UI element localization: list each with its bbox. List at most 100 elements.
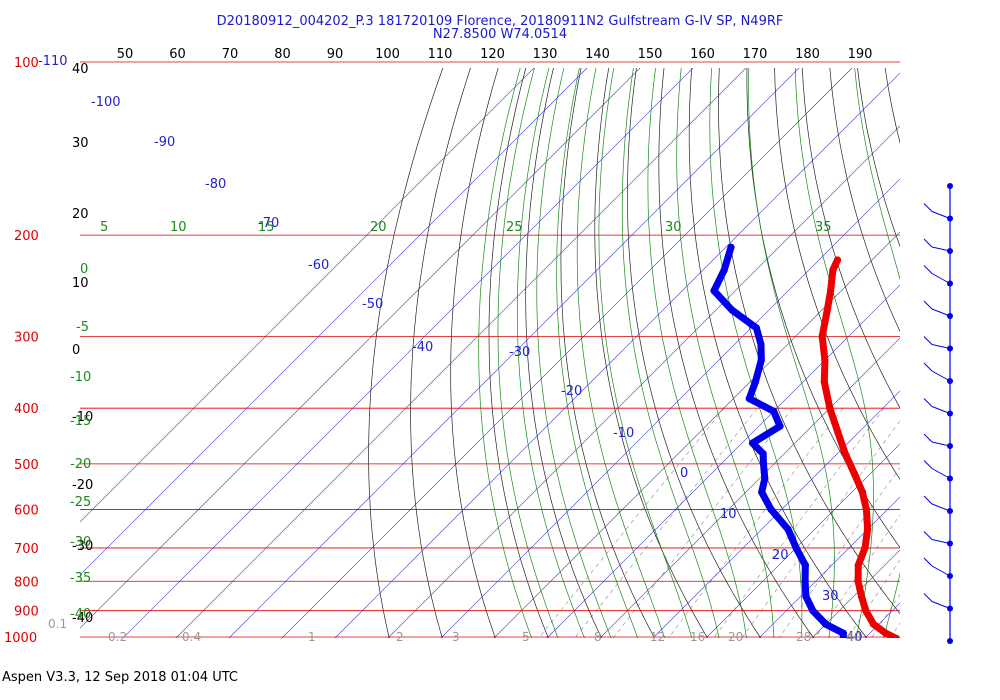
height-label: -40 bbox=[72, 611, 93, 626]
wind-barb bbox=[931, 370, 951, 382]
wind-barb bbox=[931, 601, 951, 609]
height-label: 30 bbox=[72, 136, 89, 151]
moist-adiabat bbox=[536, 68, 612, 638]
isotherm-label: -80 bbox=[205, 177, 226, 192]
theta-e-label: 30 bbox=[665, 220, 682, 235]
theta-e-label: 25 bbox=[506, 220, 523, 235]
dewpoint-point bbox=[839, 634, 847, 638]
dry-adiabat bbox=[857, 68, 900, 248]
moist-adiabat bbox=[621, 68, 720, 638]
isotherm-line bbox=[80, 68, 588, 576]
isotherm-label: -60 bbox=[308, 258, 329, 273]
isotherm-label: 30 bbox=[822, 589, 839, 604]
temperature-point bbox=[854, 561, 862, 569]
dewpoint-point bbox=[801, 577, 809, 585]
isotherm-line bbox=[758, 496, 900, 638]
isotherm-line bbox=[960, 6, 1000, 649]
mixing-ratio-line bbox=[574, 407, 758, 638]
isotherm-label: -40 bbox=[412, 340, 433, 355]
wind-barb bbox=[931, 211, 951, 219]
mixing-ratio-label: 40 bbox=[846, 630, 861, 644]
isotherm-line bbox=[80, 68, 641, 629]
mixing-ratio-label: 12 bbox=[650, 630, 665, 644]
dry-adiabat bbox=[829, 68, 900, 333]
dewpoint-point bbox=[776, 422, 784, 430]
temperature-point bbox=[869, 620, 878, 628]
moist-adiabat bbox=[647, 68, 747, 638]
isotherm-label: -70 bbox=[258, 216, 279, 231]
wind-barb-feather bbox=[923, 531, 933, 540]
pressure-label: 1000 bbox=[4, 631, 37, 646]
dewpoint-point bbox=[770, 407, 778, 415]
moist-adiabat bbox=[676, 68, 775, 638]
mixing-ratio-line bbox=[612, 407, 793, 638]
isotherm-line bbox=[80, 68, 535, 523]
isotherm-line bbox=[228, 68, 800, 638]
dewpoint-point bbox=[720, 266, 728, 274]
moist-adiabat bbox=[516, 68, 585, 638]
wind-barb-feather bbox=[923, 300, 933, 310]
dewpoint-point bbox=[710, 287, 718, 295]
temperature-point bbox=[823, 306, 831, 314]
top-axis-label: 150 bbox=[638, 47, 663, 62]
isotherm-label: -20 bbox=[561, 384, 582, 399]
dewpoint-point bbox=[822, 620, 830, 628]
height-label: 10 bbox=[72, 276, 89, 291]
mixing-ratio-line bbox=[870, 593, 900, 638]
temperature-line bbox=[818, 256, 900, 638]
top-axis-label: 130 bbox=[533, 47, 558, 62]
pressure-label: 900 bbox=[14, 605, 39, 620]
isotherm-line bbox=[546, 284, 900, 638]
temperature-point bbox=[833, 256, 842, 264]
dewpoint-point bbox=[748, 439, 757, 447]
temperature-point bbox=[850, 470, 859, 478]
moist-adiabat bbox=[748, 68, 835, 638]
dry-adiabat bbox=[410, 68, 471, 638]
top-axis-label: 170 bbox=[743, 47, 768, 62]
top-axis-label: 90 bbox=[327, 47, 344, 62]
isobars bbox=[80, 61, 900, 638]
dewpoint-point bbox=[792, 544, 800, 552]
isotherm-label: -10 bbox=[613, 426, 634, 441]
wind-barb bbox=[931, 503, 951, 512]
temperature-point bbox=[882, 629, 890, 637]
isotherm-label: -110 bbox=[38, 54, 68, 69]
dewpoint-point bbox=[759, 450, 767, 458]
dry-adiabat bbox=[658, 68, 815, 638]
dry-adiabat bbox=[525, 68, 602, 638]
theta-e-label: -40 bbox=[70, 607, 91, 622]
pressure-label: 400 bbox=[14, 402, 39, 417]
pressure-label: 800 bbox=[14, 575, 39, 590]
top-axis-label: 70 bbox=[222, 47, 239, 62]
temperature-trace bbox=[818, 256, 900, 638]
top-axis-label: 60 bbox=[169, 47, 186, 62]
isotherm-line bbox=[387, 125, 900, 638]
dry-adiabat bbox=[994, 62, 1000, 649]
mixing-ratio-line bbox=[913, 408, 1000, 649]
temperature-point bbox=[862, 505, 871, 513]
theta-e-label: 15 bbox=[258, 220, 275, 235]
moist-adiabat bbox=[598, 68, 693, 638]
dewpoint-point bbox=[757, 356, 765, 364]
temperature-point bbox=[892, 634, 900, 638]
mixing-ratio-label: 3 bbox=[452, 630, 460, 644]
wind-barb-feather bbox=[923, 362, 933, 372]
temperature-point bbox=[834, 428, 842, 436]
wind-barb-feather bbox=[923, 433, 933, 443]
moist-adiabat bbox=[709, 68, 803, 638]
theta-e-label: 5 bbox=[100, 220, 108, 235]
moist-adiabat bbox=[497, 68, 559, 638]
dry-adiabat bbox=[718, 68, 900, 615]
dry-adiabats bbox=[368, 62, 1000, 649]
isotherm-line bbox=[122, 68, 694, 638]
moist-adiabat bbox=[907, 62, 981, 649]
chart-title-line2: N27.8500 W74.0514 bbox=[432, 27, 568, 42]
mixing-ratio-line bbox=[741, 420, 900, 638]
dewpoint-point bbox=[751, 378, 760, 386]
dewpoint-point bbox=[752, 324, 761, 332]
isotherm-label: 40 bbox=[846, 630, 863, 645]
mixing-ratio-line bbox=[713, 407, 885, 638]
pressure-label: 500 bbox=[14, 458, 39, 473]
wind-barb-dot bbox=[947, 183, 953, 189]
top-axis-label: 190 bbox=[848, 47, 873, 62]
